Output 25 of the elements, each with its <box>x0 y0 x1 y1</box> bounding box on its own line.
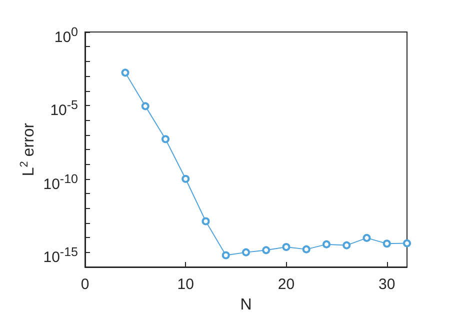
x-tick-label: 0 <box>80 276 90 293</box>
y-tick-label: 10$^{-15}$ <box>43 244 78 266</box>
point <box>403 239 411 248</box>
x-axis-title: N <box>240 296 252 314</box>
point <box>262 246 270 254</box>
point <box>242 248 250 256</box>
point <box>342 241 351 250</box>
y-tick-label: 10$^{-10}$ <box>43 170 78 193</box>
x-tick-label: 10 <box>177 276 194 293</box>
x-tick-label: 30 <box>378 276 396 293</box>
point <box>121 68 130 77</box>
point <box>282 243 290 251</box>
y-tick-label: 10$^{0}$ <box>54 24 78 46</box>
point <box>162 135 170 144</box>
point <box>362 234 371 242</box>
point <box>322 240 330 248</box>
point <box>141 102 150 110</box>
point <box>382 240 391 248</box>
point <box>222 251 230 260</box>
point <box>182 174 190 183</box>
point <box>302 245 310 254</box>
y-tick-label: 10$^{-5}$ <box>50 97 78 120</box>
y-axis-title: L2 error <box>18 122 38 176</box>
x-tick-label: 20 <box>278 276 295 293</box>
point <box>202 217 210 226</box>
